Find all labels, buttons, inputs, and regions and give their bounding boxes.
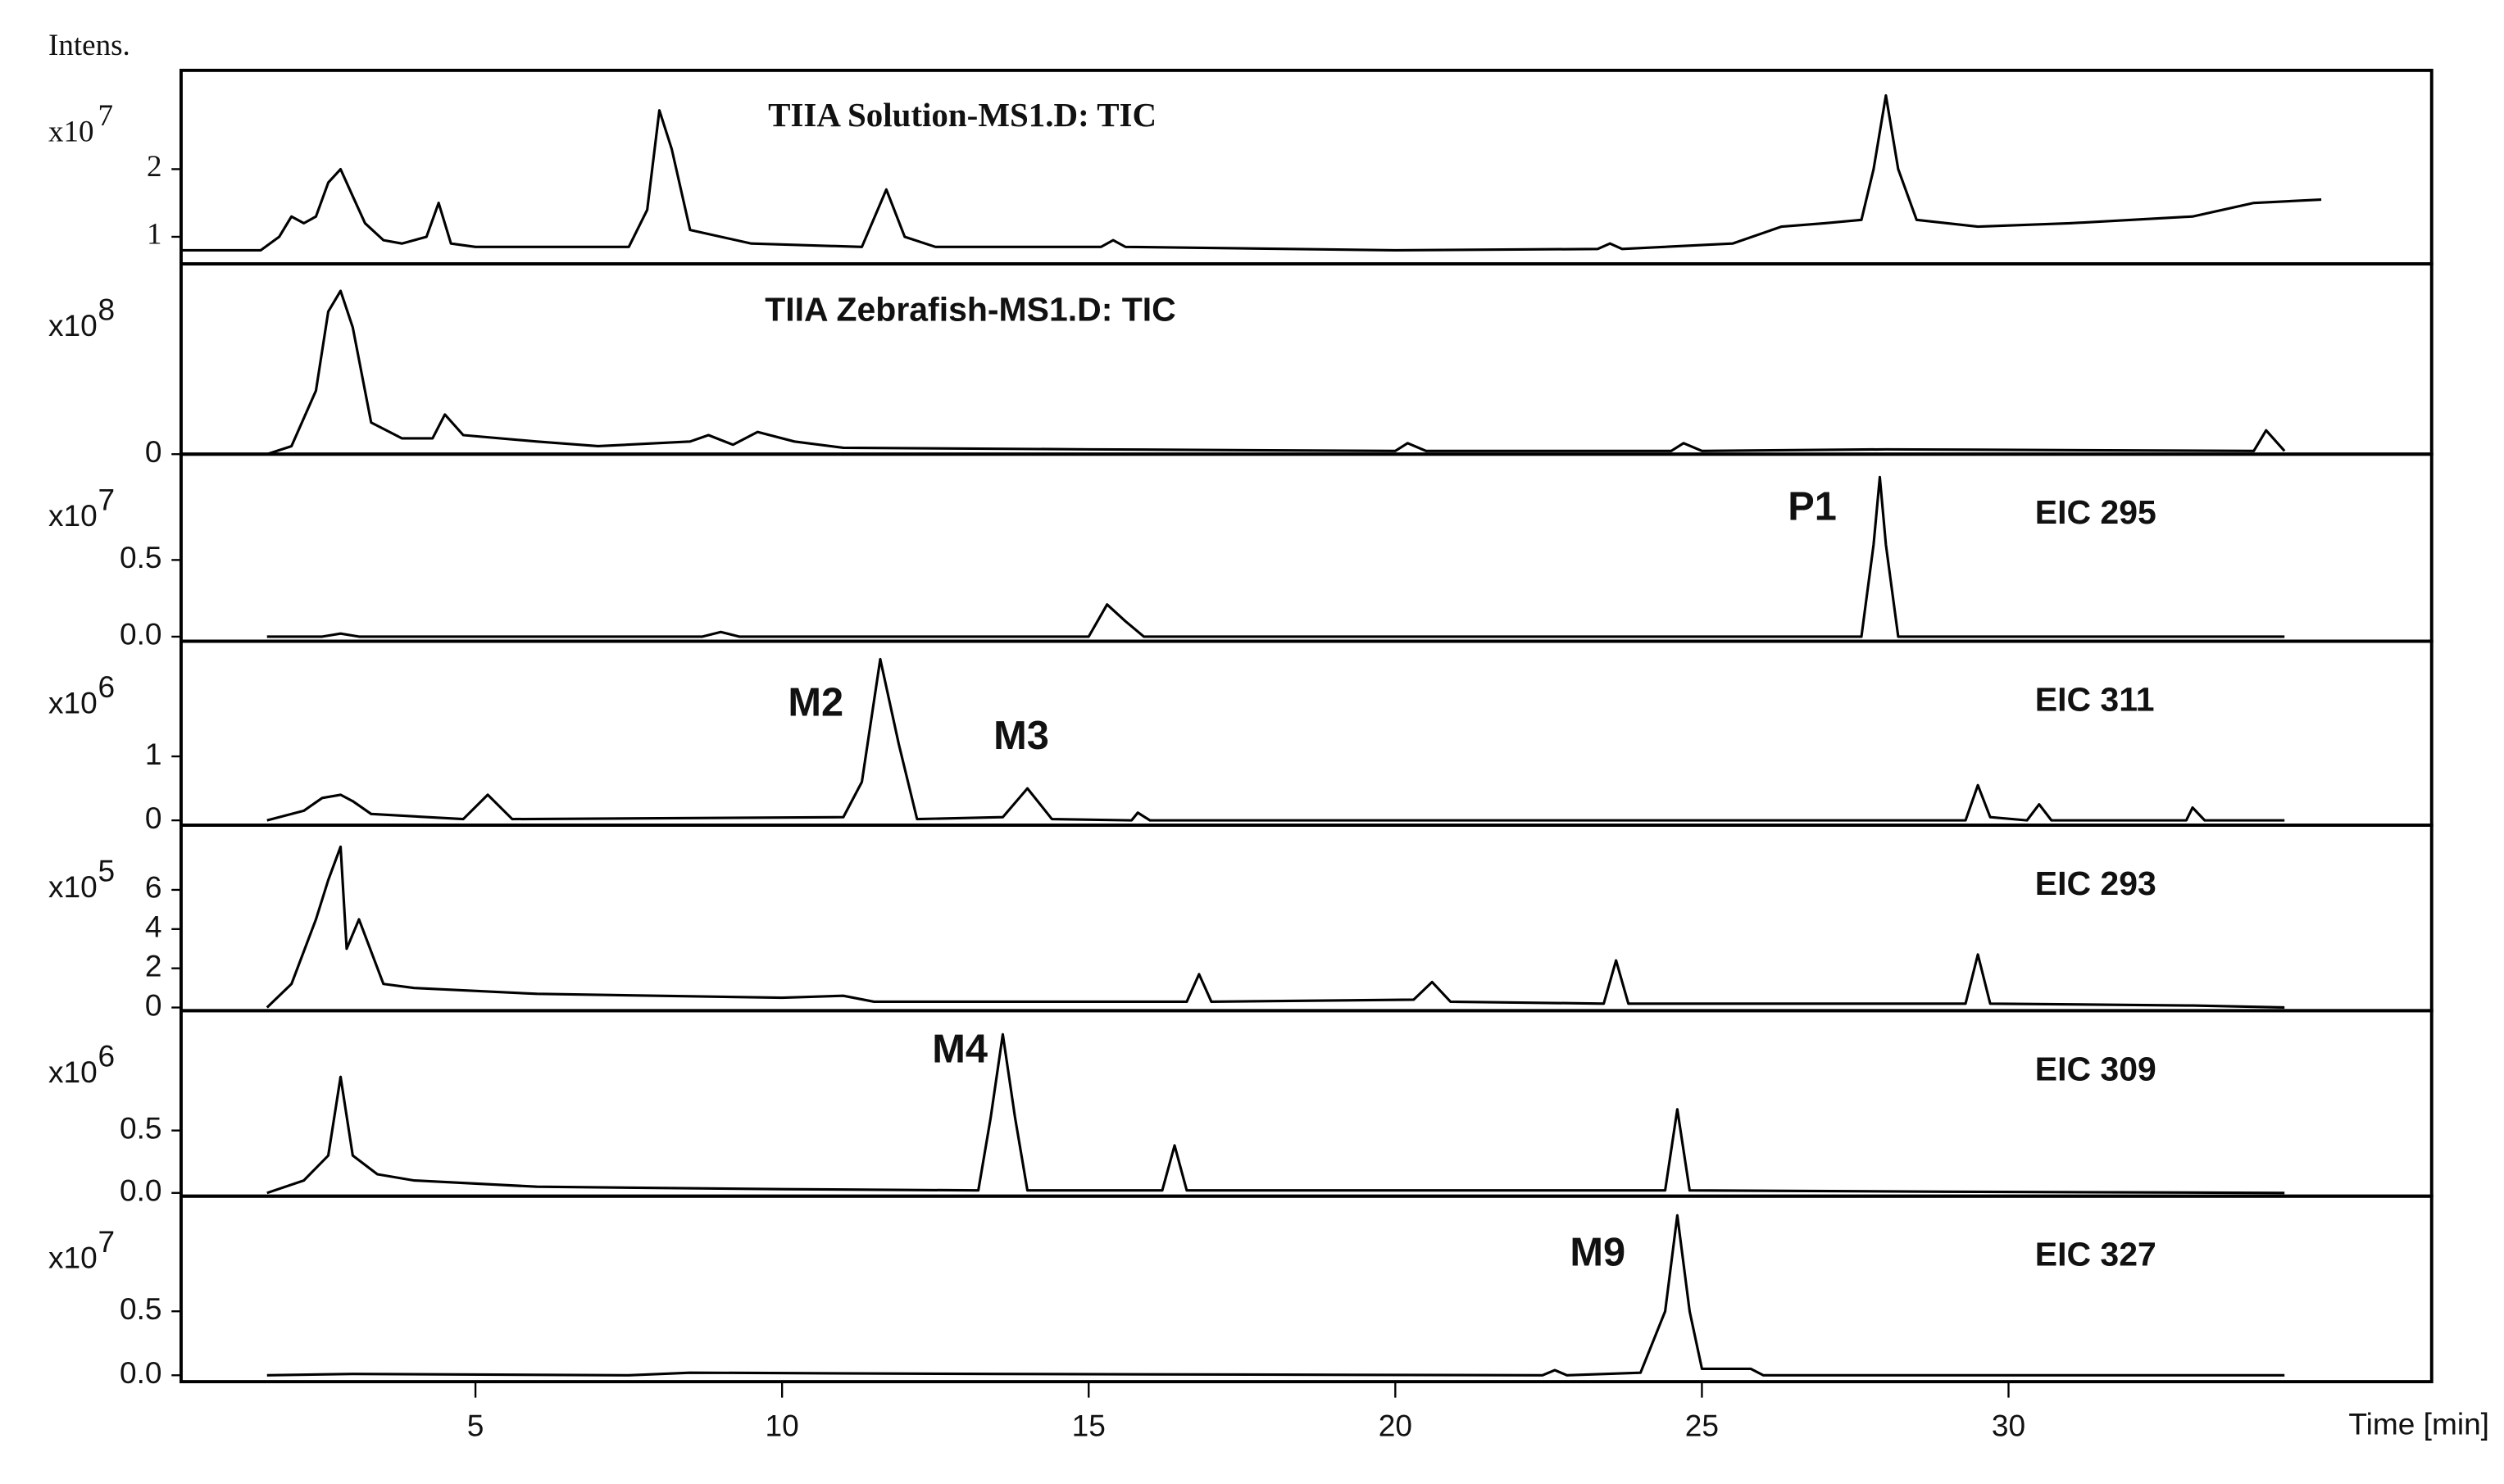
scale-exponent: 7 xyxy=(98,1224,115,1259)
panel-frame xyxy=(180,639,2434,827)
panel-title: TIIA Zebrafish-MS1.D: TIC xyxy=(765,290,1176,328)
scale-exponent: 6 xyxy=(98,1039,115,1073)
x-tick-label: 30 xyxy=(1992,1408,2025,1442)
panel-frame xyxy=(180,452,2434,643)
y-tick-label: 0.0 xyxy=(120,1173,162,1208)
y-tick-label: 0.0 xyxy=(120,1355,162,1390)
scale-label: x10 xyxy=(48,685,98,719)
scale-exponent: 7 xyxy=(98,483,115,517)
scale-label: x10 xyxy=(48,115,94,148)
y-tick-label: 0.5 xyxy=(120,1291,162,1326)
y-tick-label: 0.5 xyxy=(120,540,162,574)
y-tick-label: 6 xyxy=(145,870,162,905)
y-tick-label: 0.5 xyxy=(120,1110,162,1145)
panel-frame xyxy=(180,262,2434,456)
trace xyxy=(266,1214,2285,1377)
trace xyxy=(266,475,2285,638)
y-tick-label: 0 xyxy=(145,987,162,1022)
scale-label: x10 xyxy=(48,869,98,904)
panel-frame xyxy=(180,68,2434,265)
trace xyxy=(180,93,2322,252)
y-tick-label: 1 xyxy=(147,217,162,251)
trace xyxy=(266,657,2285,822)
x-tick-label: 10 xyxy=(766,1408,799,1442)
panel-frame xyxy=(180,1194,2434,1384)
x-tick-label: 5 xyxy=(467,1408,484,1442)
panel-frame xyxy=(180,1009,2434,1198)
panel: 0 1 x10 6 EIC 311 M2 M3 xyxy=(48,639,2434,835)
y-tick-label: 2 xyxy=(145,948,162,983)
y-tick-label: 0 xyxy=(145,434,162,469)
scale-exponent: 7 xyxy=(98,99,113,133)
x-tick-label: 15 xyxy=(1072,1408,1106,1442)
trace xyxy=(266,289,2286,456)
peak-label: M2 xyxy=(788,681,843,725)
peak-label: P1 xyxy=(1788,484,1837,529)
y-tick-label: 2 xyxy=(147,150,162,184)
y-tick-label: 1 xyxy=(145,737,162,771)
panel: 1 2 x10 7 TIIA Solution-MS1.D: TIC xyxy=(48,68,2434,265)
scale-label: x10 xyxy=(48,1055,98,1089)
trace xyxy=(266,845,2285,1010)
peak-label: M9 xyxy=(1570,1230,1625,1274)
x-tick-label: 20 xyxy=(1379,1408,1412,1442)
panel-title: EIC 327 xyxy=(2035,1236,2156,1273)
scale-exponent: 6 xyxy=(98,669,115,704)
panel-title: EIC 293 xyxy=(2035,865,2156,902)
panel-title: EIC 311 xyxy=(2035,681,2155,719)
panel-title: TIIA Solution-MS1.D: TIC xyxy=(768,96,1157,134)
x-axis-label: Time [min] xyxy=(2348,1407,2489,1441)
y-tick-label: 4 xyxy=(145,910,162,944)
panel: 0 2 4 6 x10 5 EIC 293 xyxy=(48,824,2434,1022)
panel: 0.0 0.5 x10 7 EIC 295 P1 xyxy=(48,452,2434,651)
y-axis-label: Intens. xyxy=(48,29,130,62)
trace xyxy=(266,1032,2285,1195)
panel: 0.0 0.5 x10 6 EIC 309 M4 xyxy=(48,1009,2434,1208)
peak-label: M4 xyxy=(932,1028,988,1072)
panel-frame xyxy=(180,824,2434,1013)
y-tick-label: 0 xyxy=(145,801,162,835)
panel: 0 x10 8 TIIA Zebrafish-MS1.D: TIC xyxy=(48,262,2434,469)
panel: 0.0 0.5 x10 7 EIC 327 M9 xyxy=(48,1194,2434,1390)
scale-exponent: 8 xyxy=(98,292,115,326)
scale-label: x10 xyxy=(48,308,98,343)
scale-exponent: 5 xyxy=(98,853,115,887)
panel-title: EIC 295 xyxy=(2035,493,2156,531)
scale-label: x10 xyxy=(48,1241,98,1275)
y-tick-label: 0.0 xyxy=(120,617,162,651)
peak-label: M3 xyxy=(993,714,1049,758)
scale-label: x10 xyxy=(48,498,98,533)
panel-title: EIC 309 xyxy=(2035,1050,2156,1087)
x-tick-label: 25 xyxy=(1685,1408,1719,1442)
